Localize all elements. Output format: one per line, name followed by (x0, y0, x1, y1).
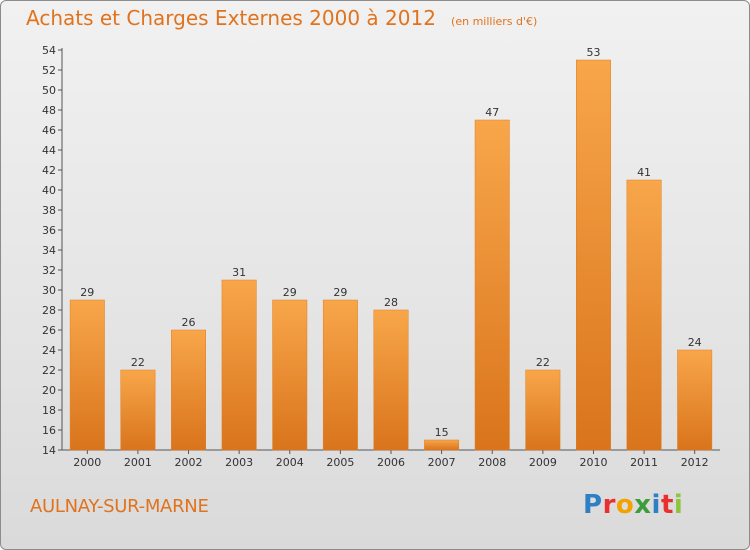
y-tick-label: 50 (42, 84, 56, 97)
bar-value-label: 22 (131, 356, 145, 369)
y-tick-label: 38 (42, 204, 56, 217)
x-tick-label: 2004 (276, 456, 304, 469)
chart-title: Achats et Charges Externes 2000 à 2012 (26, 6, 436, 30)
y-tick-label: 20 (42, 384, 56, 397)
x-tick-label: 2007 (428, 456, 456, 469)
y-tick-label: 14 (42, 444, 56, 457)
x-tick-label: 2005 (326, 456, 354, 469)
x-tick-label: 2010 (579, 456, 607, 469)
y-tick-label: 36 (42, 224, 56, 237)
bar (69, 299, 105, 451)
y-tick-label: 54 (42, 44, 56, 57)
y-tick-label: 34 (42, 244, 56, 257)
x-tick-label: 2012 (681, 456, 709, 469)
bar (576, 59, 611, 451)
y-tick-label: 42 (42, 164, 56, 177)
bar-value-label: 26 (182, 316, 196, 329)
logo-letter: i (673, 490, 684, 520)
unit-note: (en milliers d'€) (451, 15, 538, 28)
bar-value-label: 53 (586, 46, 600, 59)
bar-value-label: 31 (232, 266, 246, 279)
bar-value-label: 41 (637, 166, 651, 179)
chart-title-block: Achats et Charges Externes 2000 à 2012 (… (26, 6, 537, 30)
bar (221, 279, 257, 451)
logo-letter: x (634, 490, 652, 520)
x-tick-label: 2009 (529, 456, 557, 469)
bar-value-label: 24 (688, 336, 702, 349)
bar (525, 369, 561, 451)
bar-value-label: 22 (536, 356, 550, 369)
y-tick-label: 22 (42, 364, 56, 377)
bar (626, 179, 662, 451)
proxiti-logo[interactable]: Proxiti (583, 490, 683, 520)
y-tick-label: 16 (42, 424, 56, 437)
y-tick-label: 28 (42, 304, 56, 317)
y-tick-label: 30 (42, 284, 56, 297)
y-tick-label: 48 (42, 104, 56, 117)
x-tick-label: 2003 (225, 456, 253, 469)
x-tick-label: 2008 (478, 456, 506, 469)
bar-value-label: 29 (333, 286, 347, 299)
bar (272, 299, 308, 451)
bar (373, 309, 409, 451)
y-tick-label: 24 (42, 344, 56, 357)
x-tick-label: 2000 (73, 456, 101, 469)
bar-value-label: 29 (283, 286, 297, 299)
bar (322, 299, 358, 451)
bar-value-label: 15 (435, 426, 449, 439)
bar (677, 349, 713, 451)
bar-value-label: 47 (485, 106, 499, 119)
y-tick-label: 32 (42, 264, 56, 277)
x-tick-label: 2001 (124, 456, 152, 469)
bar-value-label: 28 (384, 296, 398, 309)
bar (424, 439, 460, 451)
logo-letter: P (583, 490, 603, 520)
x-tick-label: 2006 (377, 456, 405, 469)
y-tick-label: 46 (42, 124, 56, 137)
bar (171, 329, 206, 451)
logo-letter: t (660, 490, 674, 520)
x-tick-label: 2011 (630, 456, 658, 469)
x-tick-label: 2002 (175, 456, 203, 469)
y-tick-label: 52 (42, 64, 56, 77)
y-tick-label: 18 (42, 404, 56, 417)
logo-letter: i (651, 490, 661, 520)
commune-name: AULNAY-SUR-MARNE (30, 496, 209, 517)
y-tick-label: 44 (42, 144, 56, 157)
logo-letter: o (615, 490, 635, 520)
bar (474, 119, 510, 451)
logo-letter: r (602, 490, 616, 520)
bar (120, 369, 156, 451)
y-tick-label: 26 (42, 324, 56, 337)
bar-value-label: 29 (80, 286, 94, 299)
y-tick-label: 40 (42, 184, 56, 197)
